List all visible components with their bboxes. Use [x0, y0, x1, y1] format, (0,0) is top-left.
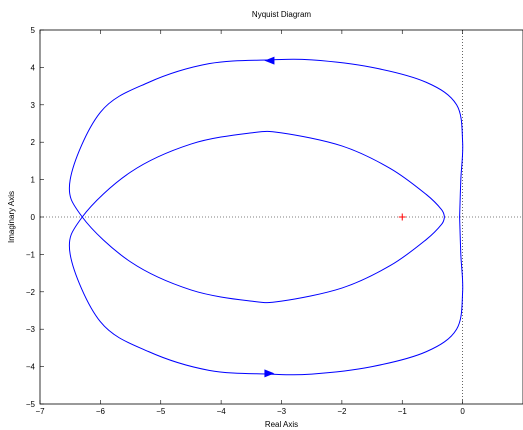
critical-point-marker	[398, 213, 406, 221]
y-tick-label: −3	[26, 325, 36, 334]
y-tick-label: −1	[26, 250, 36, 259]
y-tick-label: 0	[31, 213, 36, 222]
x-tick-label: 0	[460, 407, 465, 416]
x-tick-label: −3	[277, 407, 287, 416]
x-tick-label: −5	[156, 407, 166, 416]
x-tick-label: −2	[337, 407, 347, 416]
x-tick-label: −7	[35, 407, 45, 416]
y-tick-label: 2	[31, 138, 36, 147]
y-tick-label: 1	[31, 176, 36, 185]
y-axis-label: Imaginary Axis	[7, 191, 16, 243]
y-tick-label: −2	[26, 288, 36, 297]
y-tick-label: −4	[26, 363, 36, 372]
direction-arrow-left	[264, 56, 275, 65]
y-tick-label: 3	[31, 101, 36, 110]
y-tick-label: 4	[31, 63, 36, 72]
x-tick-label: −6	[96, 407, 106, 416]
y-tick-label: 5	[31, 26, 36, 35]
direction-arrow-right	[264, 369, 275, 378]
x-tick-label: −1	[398, 407, 408, 416]
x-axis-label: Real Axis	[265, 420, 298, 429]
nyquist-branch-positive-frequency	[68, 130, 464, 376]
x-tick-label: −4	[217, 407, 227, 416]
nyquist-branch-negative-frequency	[68, 58, 464, 304]
y-tick-label: −5	[26, 400, 36, 409]
chart-title: Nyquist Diagram	[252, 10, 311, 19]
